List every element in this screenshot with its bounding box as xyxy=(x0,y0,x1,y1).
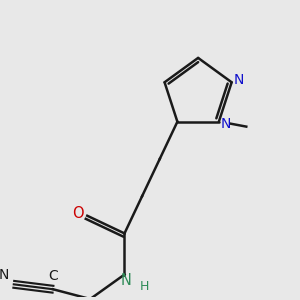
Text: H: H xyxy=(140,280,149,293)
Text: N: N xyxy=(220,117,231,131)
Text: O: O xyxy=(72,206,83,221)
Text: N: N xyxy=(233,73,244,87)
Text: C: C xyxy=(48,268,58,283)
Text: N: N xyxy=(121,273,132,288)
Text: N: N xyxy=(0,268,9,281)
